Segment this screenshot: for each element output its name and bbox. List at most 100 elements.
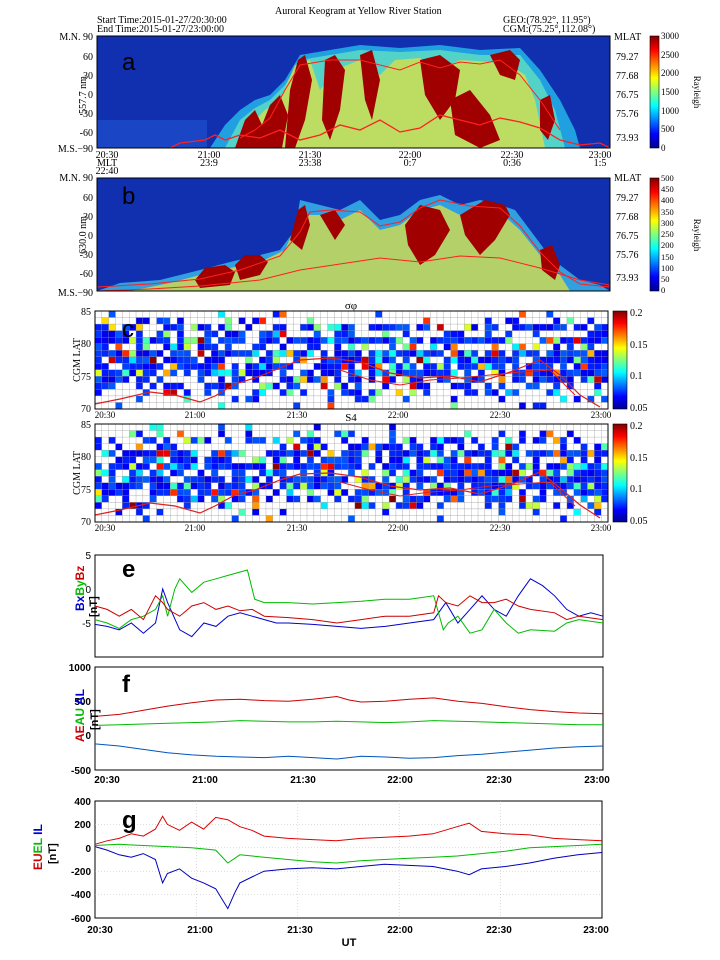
scintillation-cell [135,423,144,431]
sigma-phi-cell [320,343,328,351]
sigma-phi-cell [498,350,506,357]
scintillation-cell [183,482,191,490]
cbar-a-3: 1500 [661,87,680,97]
scintillation-cell [265,449,274,457]
scintillation-cell [334,495,342,503]
ylabel-d: CGM LAT [72,451,83,495]
sigma-phi-cell [566,369,575,377]
scintillation-cell [498,502,506,510]
ytick-e-2: -5 [82,619,91,630]
scintillation-cell [436,508,445,516]
scintillation-cell [395,515,403,523]
sigma-phi-cell [450,382,458,390]
sigma-phi-cell [587,369,595,377]
scintillation-cell [505,515,513,523]
sigma-phi-cell [108,369,116,377]
cbar-a-1: 2500 [661,50,680,60]
sigma-phi-aurora-boundary [94,357,601,408]
scintillation-cell [293,449,301,457]
scintillation-cell [402,469,410,477]
scintillation-cell [368,430,376,438]
sigma-phi-cell [443,310,451,318]
sigma-phi-cell [388,310,397,318]
sigma-phi-cell [245,343,253,351]
sigma-phi-cell [313,323,321,331]
sigma-phi-cell [320,402,328,410]
scintillation-cell [347,515,356,523]
sigma-phi-cell [176,376,185,384]
sigma-phi-cell [361,323,369,331]
sigma-phi-cell [436,395,445,403]
scintillation-cell [518,502,527,510]
scintillation-cell [272,482,280,490]
sigma-phi-cell [238,389,246,397]
mlt-0: 22:40 [96,166,119,177]
scintillation-cell [129,436,137,444]
scintillation-cell [505,476,513,483]
imf-frame [94,554,604,658]
sigma-phi-cell [156,317,164,325]
ytick-b-6: M.S.−90 [58,288,93,299]
scintillation-cell [279,515,287,523]
sigma-phi-cell [525,382,533,390]
scintillation-cell [505,430,513,438]
scintillation-cell [395,463,403,470]
sigma-phi-cell [553,343,561,351]
scintillation-cell [594,489,602,497]
scintillation-cell [115,515,123,523]
scintillation-cell [361,495,369,503]
scintillation-cell [135,430,144,438]
scintillation-cell [149,436,157,444]
scintillation-cell [423,508,431,516]
scintillation-cell [539,495,547,503]
cbar-c-1: 0.15 [630,340,648,351]
sigma-phi-cell [484,343,492,351]
s4-title: S4 [345,412,357,424]
sigma-phi-cell [142,356,150,364]
scintillation-cell [361,430,369,438]
sigma-phi-cell [409,330,417,338]
scintillation-cell [518,430,527,438]
scintillation-cell [183,436,191,444]
sigma-phi-cell [142,382,150,390]
scintillation-cell [204,456,212,464]
sigma-phi-cell [525,356,533,364]
sigma-phi-cell [525,389,533,397]
sigma-phi-cell [252,350,260,357]
scintillation-cell [471,436,479,444]
scintillation-cell [94,430,103,438]
sigma-phi-cell [368,395,376,403]
cgm-coords: CGM:(75.25°,112.08°) [503,24,596,35]
sigma-phi-cell [450,310,458,318]
sigma-phi-cell [566,317,575,325]
scintillation-cell [505,443,513,451]
scintillation-cell [94,456,103,464]
sigma-phi-cell [573,402,581,410]
sigma-phi-cell [368,369,376,377]
scintillation-cell [217,508,226,516]
scintillation-cell [553,436,561,444]
scintillation-cell [416,449,424,457]
scintillation-cell [259,443,267,451]
ytick-e-0: 5 [85,551,91,562]
scintillation-cell [368,449,376,457]
scintillation-cell [204,482,212,490]
scintillation-cell [327,502,335,510]
sigma-phi-cell [512,389,520,397]
scintillation-cell [361,489,369,497]
scintillation-cell [142,495,150,503]
sigma-phi-cell [587,376,595,384]
scintillation-cell [149,430,157,438]
scintillation-cell [101,469,109,477]
ytick-b-1: 60 [83,193,93,204]
scintillation-cell [176,449,185,457]
sigma-phi-cell [436,350,445,357]
sigma-phi-cell [388,330,397,338]
sigma-phi-cell [382,317,390,325]
scintillation-cell [94,495,103,503]
sigma-phi-cell [375,402,383,410]
sigma-phi-cell [94,382,103,390]
sigma-phi-cell [518,330,527,338]
sigma-phi-cell [142,350,150,357]
scintillation-cell [477,423,486,431]
